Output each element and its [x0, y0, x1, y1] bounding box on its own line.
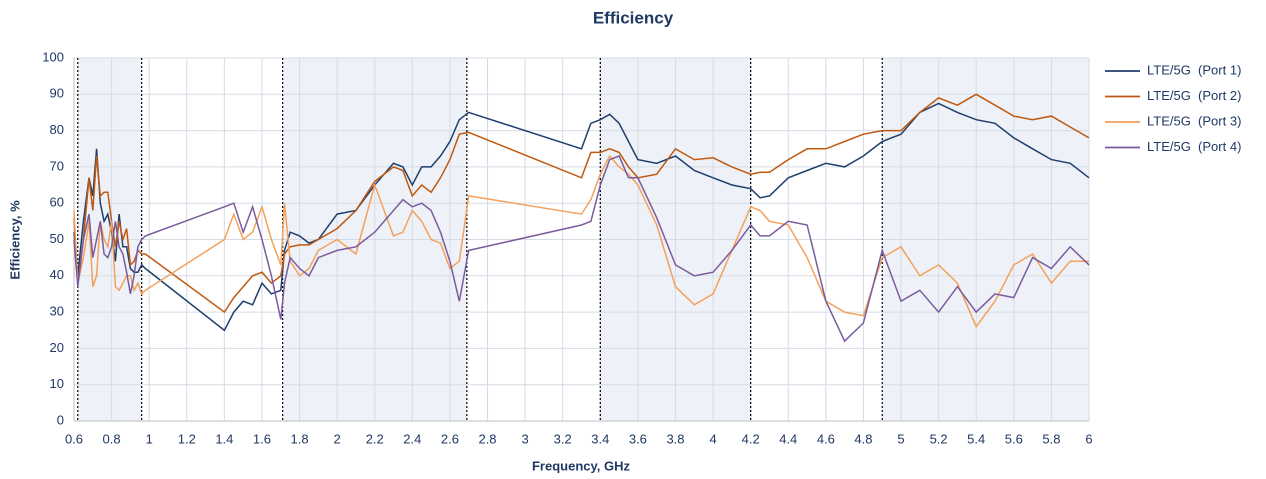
x-tick-label: 3 — [521, 431, 528, 446]
series-line — [73, 155, 1090, 343]
legend-label: LTE/5G (Port 2) — [1147, 88, 1241, 103]
y-tick-label: 0 — [57, 412, 64, 427]
x-tick-label: 4.4 — [779, 431, 797, 446]
x-tick-label: 5.4 — [967, 431, 985, 446]
x-tick-label: 0.6 — [65, 431, 83, 446]
series-line — [73, 93, 1090, 314]
x-tick-label: 2 — [334, 431, 341, 446]
x-tick-label: 1.6 — [253, 431, 271, 446]
series-line — [73, 102, 1090, 332]
x-tick-label: 5.6 — [1005, 431, 1023, 446]
y-tick-label: 80 — [50, 122, 64, 137]
x-tick-label: 4 — [709, 431, 716, 446]
y-tick-label: 30 — [50, 304, 64, 319]
y-axis-label: Efficiency, % — [7, 200, 22, 280]
x-tick-label: 3.6 — [629, 431, 647, 446]
x-tick-label: 1.4 — [215, 431, 233, 446]
y-tick-label: 70 — [50, 158, 64, 173]
x-tick-label: 5 — [897, 431, 904, 446]
y-tick-label: 20 — [50, 340, 64, 355]
legend-label: LTE/5G (Port 4) — [1147, 139, 1241, 154]
legend-label: LTE/5G (Port 1) — [1147, 62, 1241, 77]
x-tick-label: 2.6 — [441, 431, 459, 446]
x-tick-label: 4.6 — [817, 431, 835, 446]
x-tick-label: 5.8 — [1042, 431, 1060, 446]
y-tick-label: 60 — [50, 195, 64, 210]
x-tick-label: 4.2 — [742, 431, 760, 446]
x-tick-label: 2.2 — [366, 431, 384, 446]
y-tick-label: 50 — [50, 231, 64, 246]
series-line — [73, 154, 1089, 329]
x-tick-label: 1.2 — [178, 431, 196, 446]
y-tick-label: 90 — [50, 86, 64, 101]
x-tick-label: 1.8 — [291, 431, 309, 446]
x-tick-label: 0.8 — [103, 431, 121, 446]
x-tick-label: 2.8 — [478, 431, 496, 446]
x-tick-label: 2.4 — [403, 431, 421, 446]
x-tick-label: 1 — [146, 431, 153, 446]
y-tick-label: 40 — [50, 267, 64, 282]
x-tick-label: 5.2 — [930, 431, 948, 446]
x-tick-label: 4.8 — [854, 431, 872, 446]
x-tick-label: 3.8 — [666, 431, 684, 446]
x-tick-label: 6 — [1085, 431, 1092, 446]
x-tick-label: 3.4 — [591, 431, 609, 446]
y-tick-label: 100 — [42, 49, 64, 64]
y-tick-label: 10 — [50, 376, 64, 391]
x-axis-label: Frequency, GHz — [532, 458, 631, 473]
chart-title: Efficiency — [593, 8, 674, 27]
x-tick-label: 3.2 — [554, 431, 572, 446]
legend-label: LTE/5G (Port 3) — [1147, 113, 1241, 128]
